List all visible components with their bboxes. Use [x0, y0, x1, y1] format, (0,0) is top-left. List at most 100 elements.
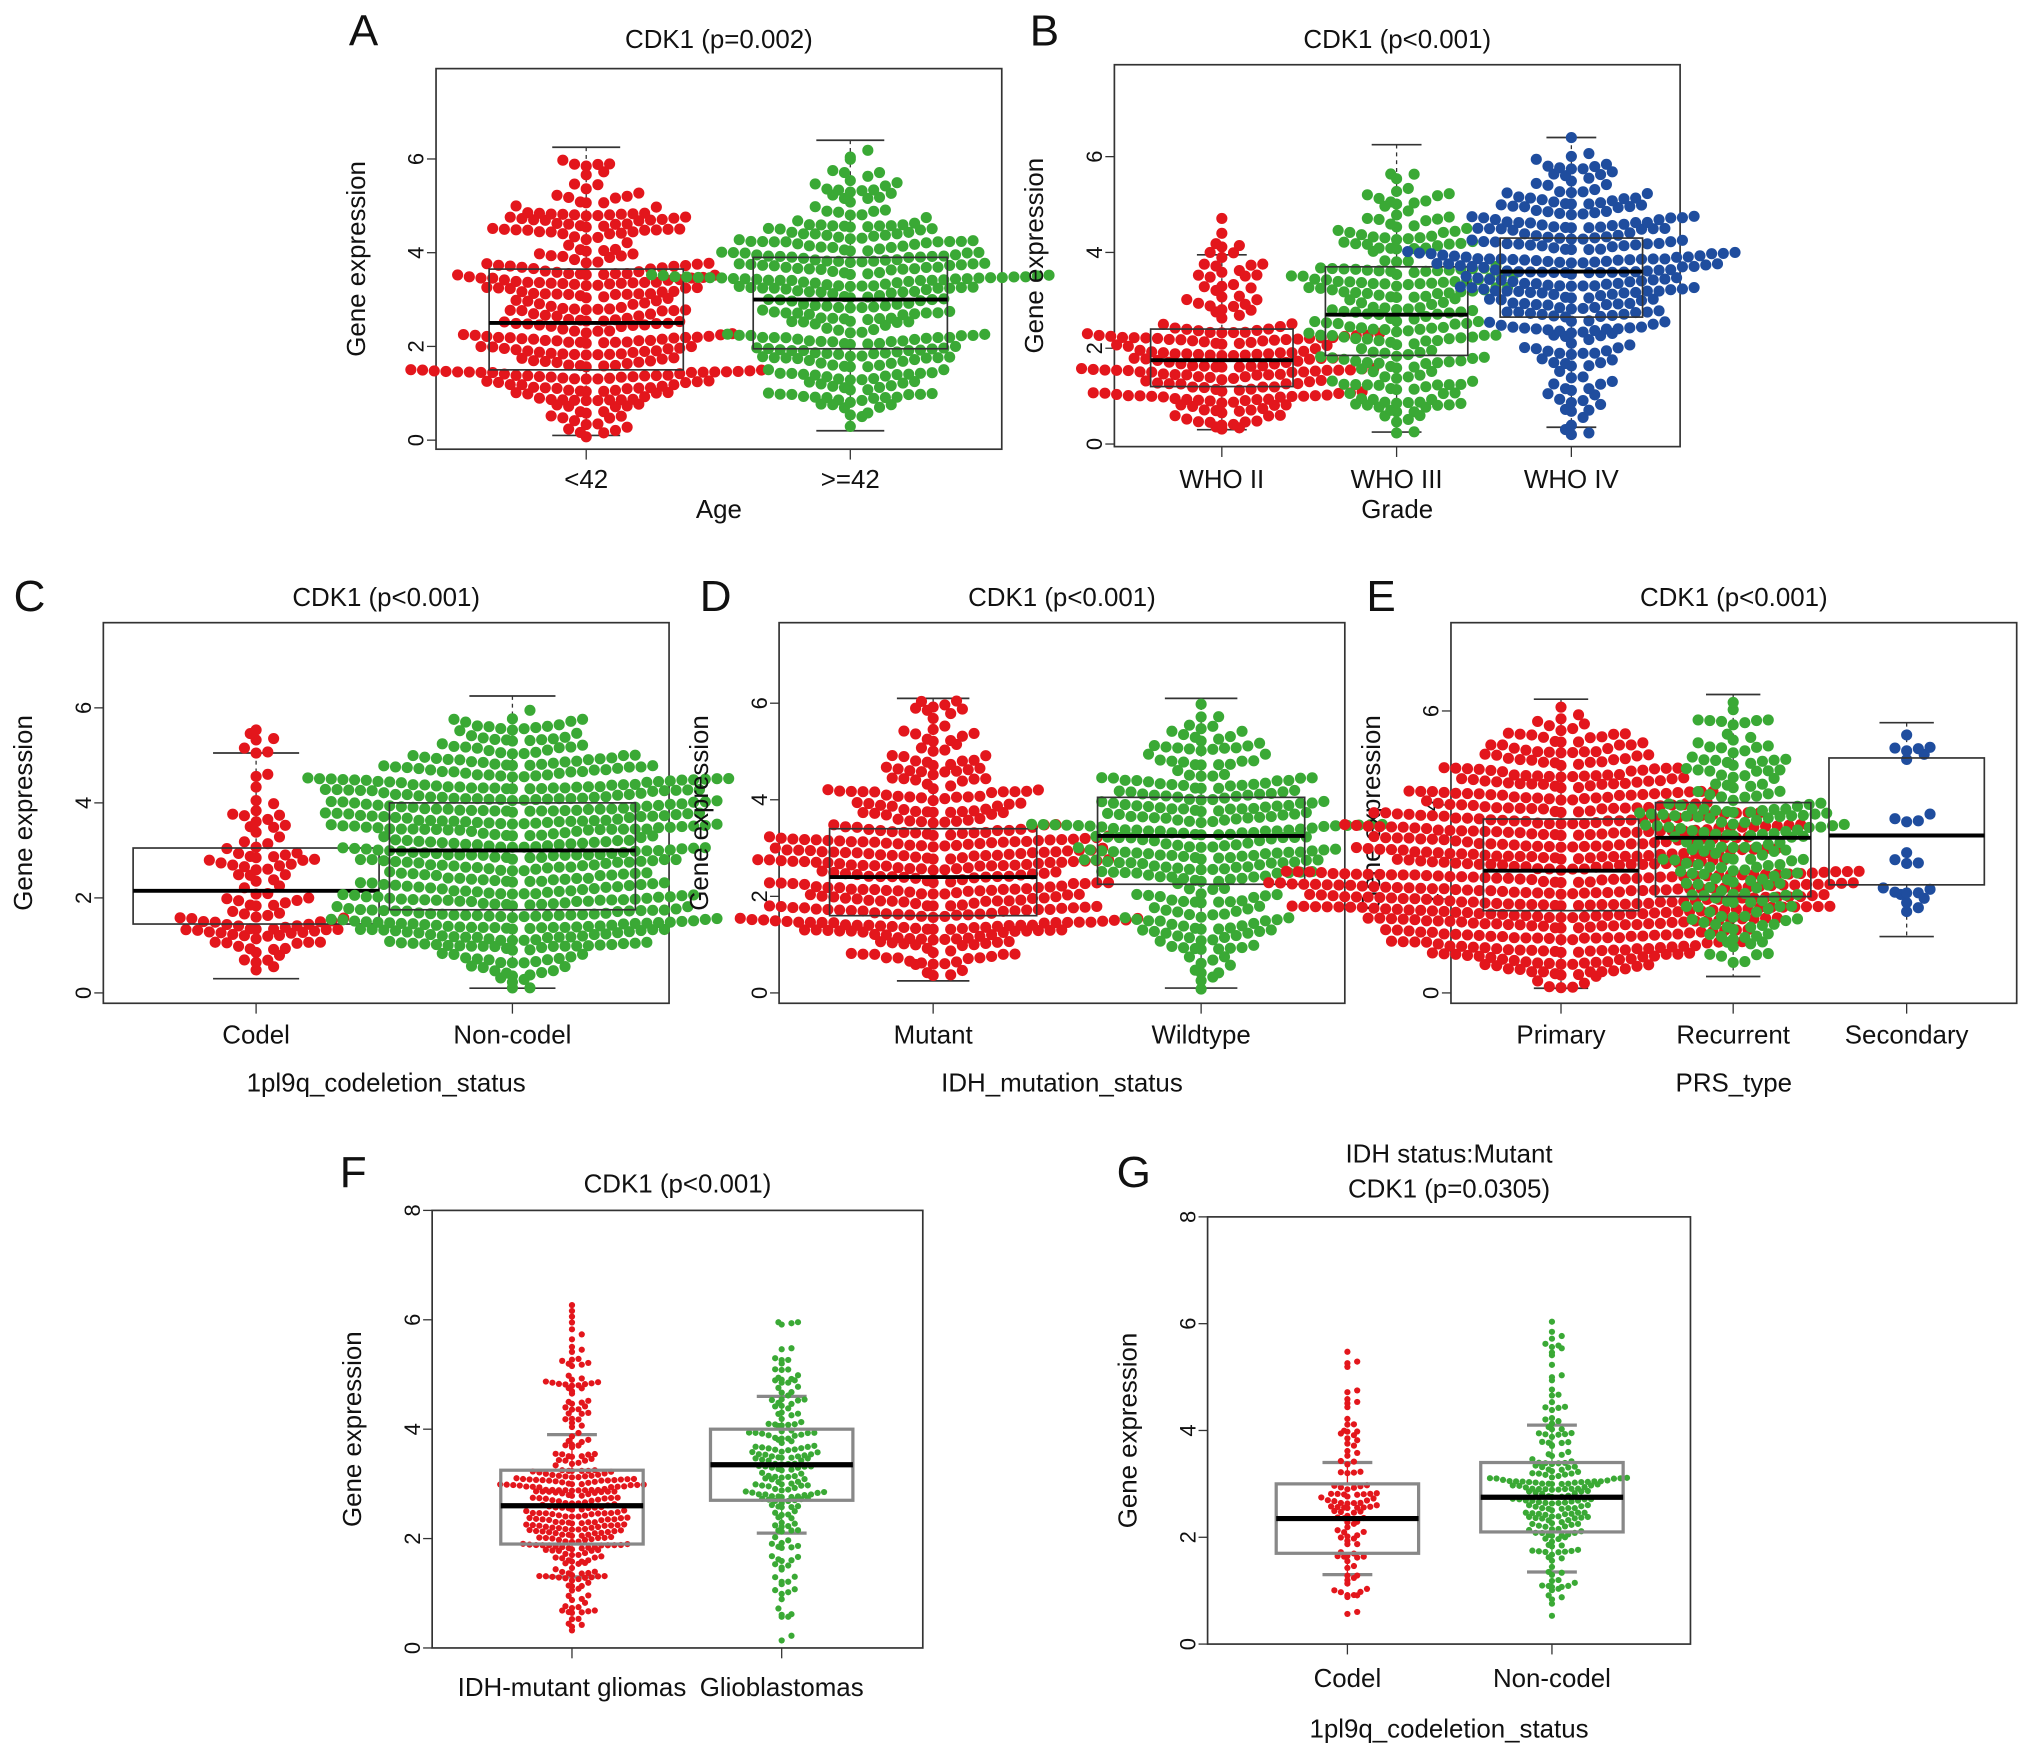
data-point: [1643, 918, 1655, 930]
data-point: [578, 1438, 585, 1446]
y-tick-label: 4: [404, 247, 429, 259]
data-point: [483, 745, 495, 757]
data-point: [822, 881, 834, 894]
data-point: [1901, 857, 1913, 870]
data-point: [1619, 944, 1631, 956]
data-point: [1050, 866, 1062, 878]
data-point: [465, 756, 478, 768]
data-point: [945, 969, 957, 981]
data-point: [1600, 231, 1612, 243]
data-point: [1762, 714, 1774, 726]
data-point: [668, 305, 680, 317]
data-point: [1178, 850, 1190, 863]
data-point: [575, 1382, 582, 1389]
data-point: [501, 942, 513, 954]
data-point: [465, 782, 478, 794]
data-point: [932, 261, 944, 273]
data-point: [762, 274, 775, 286]
data-point: [1350, 1509, 1358, 1516]
data-point: [1432, 894, 1444, 906]
data-point: [1432, 915, 1444, 927]
data-point: [1613, 789, 1626, 802]
data-point: [879, 391, 891, 404]
data-point: [1354, 1428, 1361, 1435]
data-point: [1189, 782, 1201, 794]
data-point: [1350, 1484, 1358, 1491]
data-point: [1344, 1415, 1351, 1423]
data-point: [1596, 851, 1608, 863]
group-non-codel: Non-codel: [302, 695, 735, 1049]
data-point: [633, 356, 645, 368]
data-point: [1259, 848, 1271, 860]
data-point: [1021, 858, 1033, 871]
data-point: [1213, 805, 1225, 817]
data-point: [1294, 846, 1307, 858]
data-point: [617, 802, 630, 814]
data-point: [1555, 724, 1567, 737]
data-point: [898, 896, 910, 908]
data-point: [904, 955, 916, 967]
data-point: [1309, 901, 1322, 913]
data-point: [1207, 793, 1219, 806]
data-point: [436, 738, 448, 750]
data-point: [1780, 825, 1792, 838]
data-point: [868, 348, 880, 360]
data-point: [279, 819, 291, 831]
data-point: [1530, 230, 1542, 242]
data-point: [1350, 1421, 1358, 1428]
data-point: [448, 948, 460, 960]
data-point: [1242, 789, 1254, 801]
data-point: [1344, 1592, 1351, 1599]
data-point: [598, 1529, 605, 1536]
data-point: [1456, 799, 1468, 811]
data-point: [1242, 740, 1254, 752]
data-point: [1522, 1509, 1529, 1516]
data-point: [238, 861, 250, 873]
data-point: [909, 353, 921, 366]
data-point: [1654, 871, 1666, 883]
data-point: [742, 1488, 749, 1495]
data-point: [1853, 865, 1865, 877]
data-point: [1647, 318, 1659, 330]
data-point: [827, 359, 839, 371]
data-point: [1154, 849, 1166, 861]
data-point: [1520, 815, 1532, 827]
data-point: [1750, 930, 1763, 942]
data-point: [1678, 847, 1690, 860]
data-point: [873, 401, 886, 413]
data-point: [1537, 966, 1550, 978]
data-point: [703, 330, 715, 342]
data-point: [1257, 258, 1269, 270]
data-point: [1602, 815, 1614, 827]
data-point: [611, 1528, 618, 1535]
data-point: [914, 367, 927, 379]
data-point: [1403, 854, 1415, 866]
data-point: [1606, 220, 1618, 232]
data-point: [612, 881, 624, 893]
data-point: [1044, 881, 1056, 893]
data-point: [1684, 927, 1696, 939]
data-point: [545, 347, 557, 359]
data-point: [1239, 349, 1251, 361]
data-point: [1583, 172, 1595, 184]
data-point: [1438, 928, 1450, 940]
data-point: [436, 883, 448, 895]
data-point: [465, 730, 478, 742]
data-point: [803, 354, 815, 367]
data-point: [1355, 276, 1368, 289]
data-point: [580, 373, 592, 385]
data-point: [980, 773, 992, 785]
data-point: [542, 1378, 549, 1385]
data-point: [1213, 875, 1225, 887]
data-point: [1818, 889, 1830, 901]
data-point: [1254, 900, 1266, 912]
data-point: [791, 1432, 798, 1439]
data-point: [788, 1345, 795, 1352]
data-point: [1692, 878, 1704, 890]
data-point: [568, 1415, 576, 1422]
data-point: [232, 869, 245, 881]
data-point: [1548, 1318, 1556, 1325]
data-point: [886, 800, 898, 812]
data-point: [1456, 848, 1468, 860]
data-point: [688, 842, 700, 854]
